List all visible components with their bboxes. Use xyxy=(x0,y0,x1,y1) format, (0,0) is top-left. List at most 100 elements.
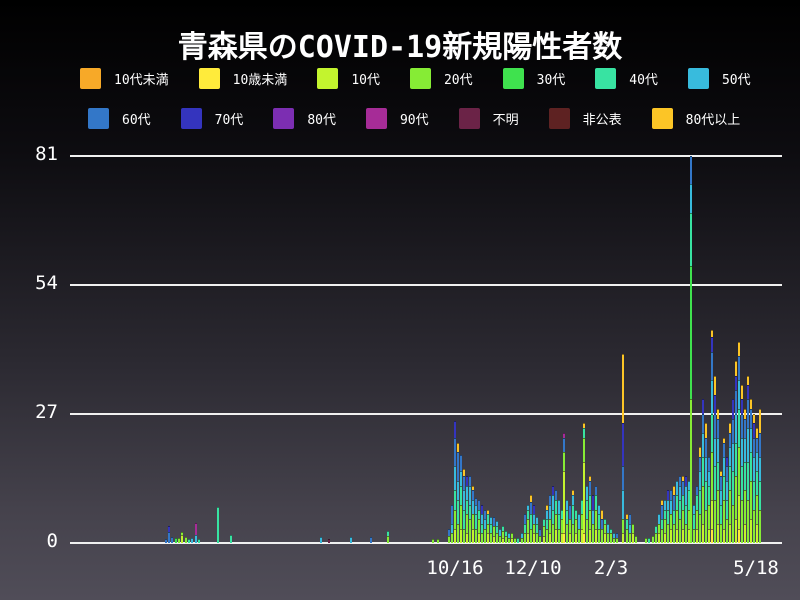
legend-label: 50代 xyxy=(721,72,751,88)
stacked-bar xyxy=(738,342,740,543)
bar-segment-t xyxy=(517,538,519,543)
stacked-bar xyxy=(549,495,551,543)
stacked-bar xyxy=(454,421,456,543)
bar-segment-c xyxy=(729,447,731,467)
bar-segment-g xyxy=(572,523,574,543)
stacked-bar xyxy=(478,499,480,543)
bar-segment-c xyxy=(741,437,743,467)
stacked-bar xyxy=(543,519,545,543)
bar-segment-t xyxy=(524,523,526,534)
bar-segment-g xyxy=(521,538,523,543)
bar-segment-t xyxy=(714,466,716,500)
legend-swatch-icon xyxy=(651,107,673,129)
bar-segment-y xyxy=(711,528,713,543)
stacked-bar xyxy=(185,537,187,543)
bar-segment-g xyxy=(747,499,749,543)
stacked-bar xyxy=(370,537,372,543)
bar-segment-yg xyxy=(569,533,571,543)
bar-segment-yg xyxy=(723,528,725,543)
bar-segment-g xyxy=(616,538,618,543)
bar-segment-b xyxy=(555,490,557,500)
bar-segment-yg xyxy=(664,533,666,543)
bar-segment-t xyxy=(481,523,483,534)
legend-row-1: 10代未満 10歳未満 10代 20代 30代 40代 50代 xyxy=(80,67,751,89)
legend-item-60代: 60代 xyxy=(88,107,151,129)
stacked-bar xyxy=(457,442,459,543)
bar-segment-c xyxy=(750,428,752,453)
bar-segment-i xyxy=(702,399,704,414)
stacked-bar xyxy=(741,385,743,543)
bar-segment-t xyxy=(566,509,568,524)
bar-segment-t xyxy=(673,509,675,524)
bar-segment-b xyxy=(673,495,675,510)
chart-title: 青森県のCOVID-19新規陽性者数 xyxy=(177,30,623,65)
bar-segment-yg xyxy=(581,528,583,543)
stacked-bar xyxy=(527,504,529,543)
bar-segment-t xyxy=(558,514,560,529)
bar-segment-O xyxy=(530,495,532,503)
bar-segment-yg xyxy=(589,528,591,543)
bar-segment-g xyxy=(699,514,701,543)
legend-label: 不明 xyxy=(492,112,519,128)
bar-segment-t xyxy=(711,413,713,453)
legend-label: 30代 xyxy=(536,72,566,88)
bar-segment-g xyxy=(457,523,459,543)
stacked-bar xyxy=(460,454,462,543)
stacked-bar xyxy=(658,514,660,543)
bar-segment-b xyxy=(690,155,692,185)
bar-segment-g xyxy=(549,519,551,534)
bar-segment-g xyxy=(613,538,615,543)
x-tick-label-2/3: 2/3 xyxy=(593,557,629,579)
stacked-bar xyxy=(598,504,600,543)
stacked-bar xyxy=(552,485,554,543)
stacked-bar xyxy=(702,399,704,543)
legend-label: 10歳未満 xyxy=(232,72,288,88)
bar-segment-yg xyxy=(502,538,504,543)
bar-segment-b xyxy=(484,509,486,520)
bar-segment-t xyxy=(466,499,468,515)
bar-segment-c xyxy=(711,380,713,414)
legend-label: 60代 xyxy=(122,112,151,128)
bar-segment-yg xyxy=(543,535,545,543)
stacked-bar xyxy=(448,528,450,543)
bar-segment-c xyxy=(708,471,710,486)
bar-segment-b xyxy=(448,528,450,536)
stacked-bar xyxy=(676,480,678,543)
bar-segment-yg xyxy=(711,499,713,529)
legend-item-50代: 50代 xyxy=(687,67,751,89)
stacked-bar xyxy=(569,504,571,543)
bar-segment-g xyxy=(454,509,456,529)
stacked-bar xyxy=(566,499,568,543)
bar-segment-b xyxy=(171,537,173,543)
bar-segment-t xyxy=(546,519,548,529)
stacked-bar xyxy=(328,539,330,543)
y-tick-label-0: 0 xyxy=(46,530,58,552)
legend-label: 40代 xyxy=(629,72,658,88)
bar-segment-g xyxy=(530,528,532,543)
bar-segment-O xyxy=(626,514,628,520)
bar-segment-O xyxy=(472,485,474,491)
stacked-bar xyxy=(735,361,737,543)
bar-segment-yg xyxy=(575,533,577,543)
bar-segment-m xyxy=(563,432,565,438)
stacked-bar xyxy=(610,528,612,543)
bar-segment-b xyxy=(711,351,713,381)
bar-segment-g xyxy=(558,528,560,543)
bar-segment-b xyxy=(475,497,477,505)
bar-segment-t xyxy=(572,504,574,524)
bar-segment-yg xyxy=(658,533,660,543)
stacked-bar xyxy=(586,485,588,543)
stacked-bar xyxy=(750,399,752,543)
bar-segment-g xyxy=(670,514,672,529)
stacked-bar xyxy=(723,437,725,543)
bar-segment-t xyxy=(759,480,761,510)
bar-segment-i xyxy=(747,385,749,400)
bar-segment-yg xyxy=(702,523,704,543)
bar-segment-g xyxy=(511,533,513,539)
bar-segment-c xyxy=(460,471,462,486)
stacked-bar xyxy=(175,538,177,543)
bar-segment-c xyxy=(578,514,580,529)
legend-item-20代: 20代 xyxy=(409,67,473,89)
legend-item-80代以上: 80代以上 xyxy=(651,107,740,129)
bar-segment-g xyxy=(702,485,704,524)
